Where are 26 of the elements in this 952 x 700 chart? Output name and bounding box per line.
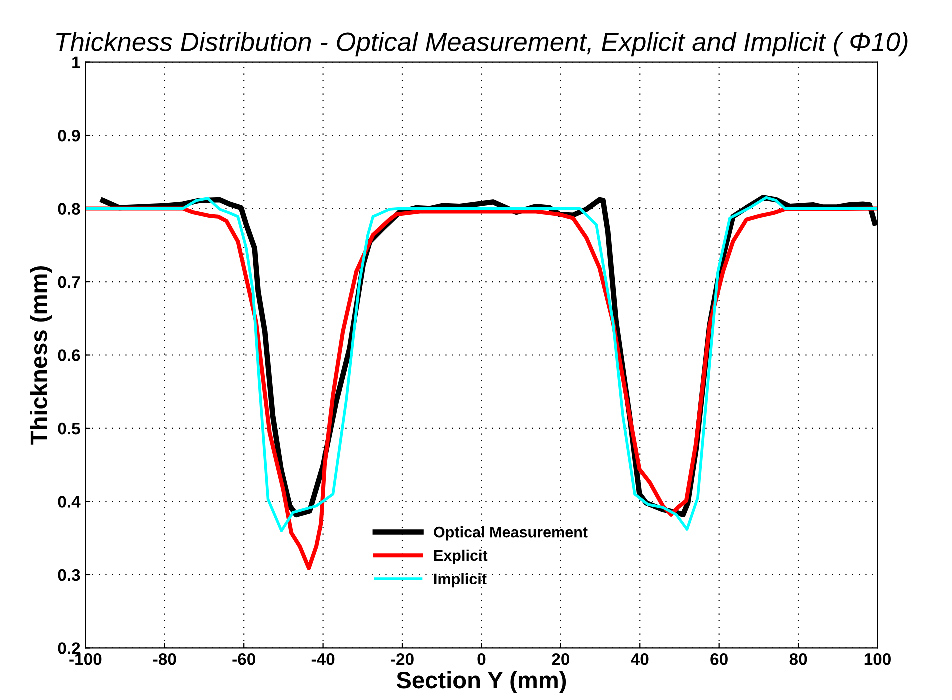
x-tick-label: 80 [790, 654, 808, 666]
x-tick-label: -80 [153, 654, 176, 666]
y-tick-label: 0.2 [58, 642, 80, 654]
y-tick-label: 0.5 [58, 422, 80, 435]
x-tick-label: 100 [864, 654, 891, 666]
legend-label: Optical Measurement [434, 526, 588, 541]
x-tick-label: -40 [312, 654, 335, 666]
y-tick-label: 0.3 [58, 569, 80, 582]
x-axis-title: Section Y (mm) [396, 671, 566, 694]
chart-title: Thickness Distribution - Optical Measurement, Explicit and Implicit ( Φ10) [56, 32, 908, 57]
y-tick-label: 0.7 [58, 276, 80, 288]
y-tick-label: 0.4 [58, 496, 81, 508]
x-tick-label: 20 [552, 654, 570, 666]
y-tick-label: 0.8 [58, 203, 80, 215]
legend-label: Explicit [434, 550, 488, 564]
y-tick-label: 1 [72, 56, 80, 68]
x-tick-label: -100 [70, 654, 102, 666]
x-tick-label: 0 [478, 654, 486, 666]
y-axis-title: Thickness (mm) [30, 266, 52, 445]
y-tick-label: 0.6 [58, 350, 80, 362]
x-tick-label: 60 [710, 654, 728, 666]
x-tick-label: -60 [232, 654, 256, 666]
y-tick-label: 0.9 [58, 130, 80, 142]
legend-label: Implicit [434, 573, 487, 588]
x-tick-label: -20 [391, 654, 414, 666]
x-tick-label: 40 [631, 654, 649, 666]
